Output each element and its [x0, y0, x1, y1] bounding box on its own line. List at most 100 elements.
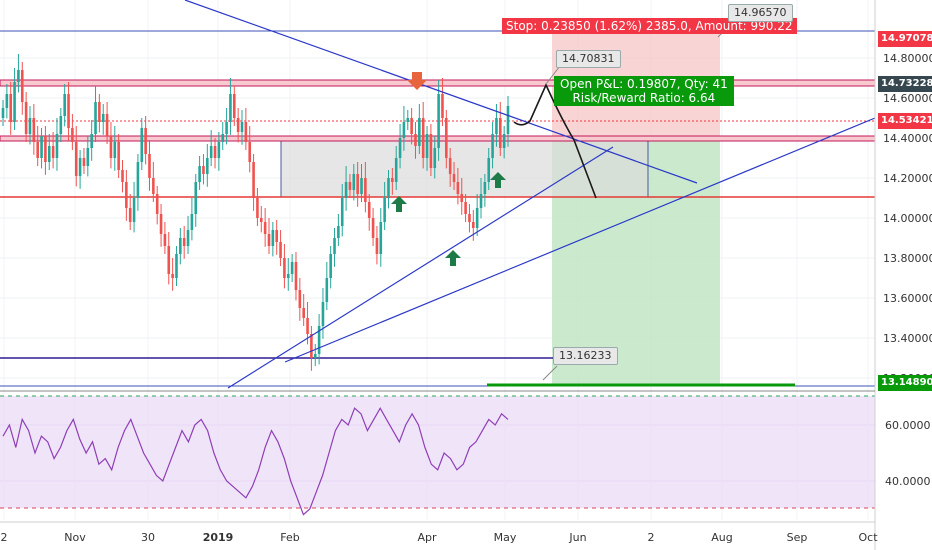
candle-body	[310, 334, 313, 358]
candle-body	[51, 146, 55, 158]
candle-body	[429, 134, 433, 168]
candle-body	[121, 170, 124, 182]
candle-body	[356, 174, 359, 194]
candle-body	[414, 134, 417, 146]
candle-body	[364, 178, 367, 202]
down-arrow-icon	[407, 72, 427, 90]
candle-body	[333, 238, 336, 254]
rsi-line	[2, 406, 509, 516]
candle-body	[495, 118, 498, 134]
candle-body	[17, 70, 20, 82]
candle-body	[163, 234, 167, 246]
ascending-trendline-shallow	[284, 117, 876, 363]
signal-arrows	[391, 72, 506, 266]
candle-body	[456, 182, 460, 194]
callout-pointer-low	[542, 365, 558, 381]
candle-body	[59, 116, 63, 134]
candle-body	[391, 178, 394, 182]
candle-body	[225, 122, 228, 134]
candle-body	[244, 122, 248, 142]
candle-body	[394, 158, 398, 182]
time-tick-labels: 2 Nov 30 2019 Feb Apr May Jun 2 Aug Sep Oct	[1, 531, 879, 544]
candle-body	[344, 182, 348, 198]
candle-body	[36, 142, 39, 158]
candle-body	[101, 114, 105, 122]
candle-body	[13, 82, 16, 122]
time-tick-label: 2	[648, 531, 655, 544]
candle-body	[464, 202, 467, 214]
candle-body	[452, 174, 456, 182]
candle-body	[159, 214, 163, 234]
candle-body	[275, 230, 279, 242]
candle-body	[28, 118, 32, 134]
candle-body	[148, 154, 151, 178]
up-arrow-icon	[391, 196, 407, 212]
stop-annotation: Stop: 0.23850 (1.62%) 2385.0, Amount: 99…	[502, 18, 797, 34]
ascending-trendline-steep	[227, 146, 614, 389]
candle-body	[313, 354, 317, 358]
candle-body	[202, 166, 205, 174]
candle-body	[152, 178, 155, 194]
candle-body	[194, 182, 198, 214]
candle-body	[113, 142, 117, 158]
candle-body	[340, 198, 344, 226]
candle-body	[371, 218, 375, 238]
candle-body	[78, 158, 82, 176]
candle-body	[98, 102, 101, 122]
candle-body	[387, 178, 390, 198]
candle-body	[475, 208, 479, 228]
rsi-tick-label: 60.0000	[885, 419, 931, 432]
candle-body	[24, 102, 28, 134]
up-arrow-icon	[490, 172, 506, 188]
price-tick-label: 14.40000	[883, 132, 932, 145]
time-tick-label: Nov	[64, 531, 86, 544]
candle-body	[498, 118, 502, 148]
candle-body	[117, 142, 120, 170]
candle-body	[321, 302, 325, 326]
time-tick-label: Apr	[417, 531, 437, 544]
candle-body	[502, 134, 506, 148]
candle-body	[468, 214, 471, 222]
candle-body	[375, 238, 379, 254]
price-label-current: 14.53421	[878, 113, 932, 129]
candle-body	[171, 274, 174, 278]
candle-body	[155, 194, 159, 214]
price-tick-label: 14.80000	[883, 52, 932, 65]
candle-body	[179, 238, 182, 254]
time-tick-label: May	[494, 531, 517, 544]
candle-body	[63, 94, 66, 116]
price-label-entry: 14.73228	[878, 76, 932, 92]
rsi-tick-labels: 60.0000 40.0000	[885, 419, 931, 488]
up-arrow-icon	[445, 250, 461, 266]
price-tick-labels: 14.80000 14.60000 14.40000 14.20000 14.00000…	[883, 52, 932, 385]
candle-body	[40, 136, 43, 158]
candle-body	[232, 94, 236, 118]
candle-body	[82, 158, 86, 166]
price-tick-label: 14.00000	[883, 212, 932, 225]
candle-body	[186, 230, 190, 246]
candle-body	[483, 182, 487, 194]
candle-body	[410, 118, 413, 134]
candle-body	[460, 194, 464, 202]
candle-body	[306, 318, 309, 334]
candle-body	[105, 114, 109, 136]
pnl-line-2: Risk/Reward Ratio: 6.64	[572, 91, 716, 105]
candle-body	[90, 134, 93, 148]
candle-body	[352, 174, 356, 190]
candle-body	[263, 222, 267, 234]
candle-body	[109, 136, 113, 158]
candle-body	[441, 94, 444, 118]
time-tick-label: Aug	[711, 531, 732, 544]
candle-body	[317, 326, 321, 354]
candle-body	[175, 254, 178, 278]
candle-body	[128, 208, 132, 222]
price-label-low: 13.14890	[878, 375, 932, 391]
time-tick-label: 2	[1, 531, 8, 544]
price-label-high: 14.97078	[878, 31, 932, 47]
pnl-line-1: Open P&L: 0.19807, Qty: 41	[560, 77, 728, 91]
candle-body	[221, 134, 225, 142]
candle-body	[256, 198, 259, 218]
candle-body	[506, 106, 510, 134]
candle-body	[406, 118, 410, 122]
